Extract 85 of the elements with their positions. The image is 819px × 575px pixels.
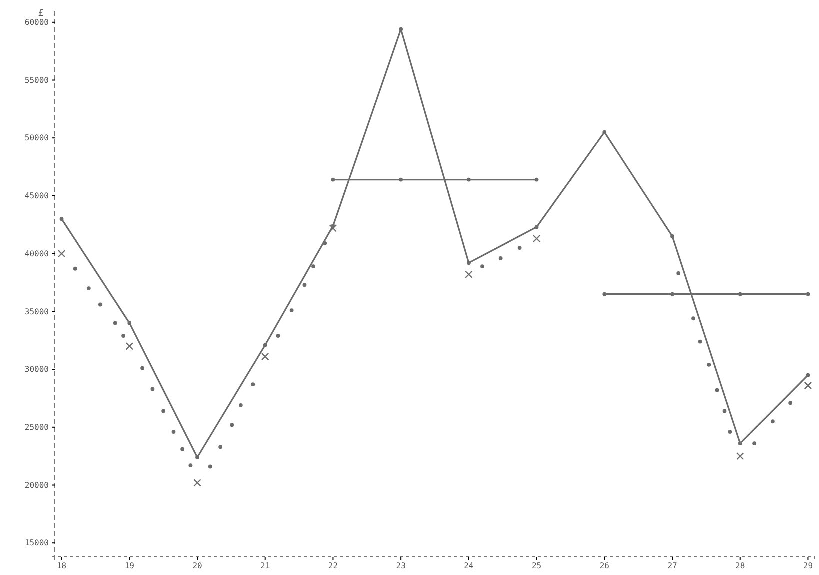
point [58, 250, 66, 258]
point [466, 261, 471, 266]
y-tick-label: 45000 [24, 192, 50, 201]
point [302, 283, 307, 288]
point [113, 321, 118, 326]
point [150, 387, 155, 392]
point [251, 382, 256, 387]
point [399, 178, 404, 182]
point [60, 217, 64, 222]
point [290, 308, 294, 312]
y-tick-label: 55000 [24, 76, 50, 85]
y-tick-label: 50000 [24, 134, 50, 143]
point [532, 234, 541, 243]
point [126, 342, 134, 350]
point [140, 366, 144, 370]
point [188, 464, 193, 468]
point [263, 343, 268, 348]
point [312, 264, 316, 269]
x-tick-label: 23 [396, 562, 406, 571]
y-tick-label: 15000 [24, 538, 50, 548]
point [122, 334, 126, 338]
point [73, 266, 78, 271]
y-axis-title: £ [38, 9, 44, 19]
point [788, 401, 793, 406]
y-tick-label: 60000 [24, 18, 50, 27]
point [480, 264, 484, 269]
x-tick-label: 20 [192, 562, 202, 571]
point [692, 316, 696, 321]
point [728, 430, 732, 434]
y-tick-label: 20000 [24, 480, 50, 490]
point [534, 225, 539, 230]
point [230, 423, 234, 428]
point [670, 234, 674, 238]
point [323, 241, 328, 246]
point [86, 286, 91, 290]
x-tick-label: 27 [668, 562, 678, 571]
point [806, 373, 810, 378]
point [331, 178, 336, 182]
point [752, 442, 757, 446]
point [676, 272, 681, 276]
y-tick-label: 35000 [24, 307, 50, 316]
point [218, 445, 223, 450]
point [670, 292, 674, 296]
x-tick-label: 22 [328, 562, 338, 571]
x-tick-label: 19 [124, 562, 135, 571]
point [498, 256, 503, 260]
point [172, 430, 176, 434]
point [128, 321, 132, 326]
point [194, 479, 202, 487]
point [261, 352, 270, 361]
point [276, 334, 280, 338]
point [196, 456, 200, 460]
y-tick-label: 30000 [24, 365, 50, 374]
point [238, 403, 243, 408]
point [715, 388, 720, 392]
point [602, 130, 607, 134]
point [770, 420, 775, 424]
point [208, 464, 212, 469]
point [602, 292, 607, 296]
x-tick-label: 25 [532, 562, 542, 571]
x-tick-label: 29 [803, 562, 814, 571]
point [534, 178, 539, 182]
point [466, 178, 471, 182]
x-tick-label: 28 [736, 562, 746, 571]
point [180, 447, 185, 452]
y-tick-label: 40000 [24, 249, 50, 258]
point [722, 409, 727, 414]
point [707, 362, 712, 367]
point [518, 246, 522, 250]
point [806, 292, 810, 296]
point [738, 292, 742, 296]
x-tick-label: 21 [260, 562, 270, 571]
point [698, 340, 702, 344]
point [804, 382, 812, 390]
point [98, 302, 102, 307]
x-tick-label: 26 [600, 562, 610, 571]
x-tick-label: 24 [464, 562, 474, 571]
point [399, 27, 404, 32]
y-tick-label: 25000 [24, 422, 50, 432]
point [736, 452, 744, 460]
point [162, 409, 166, 414]
point [738, 442, 742, 446]
point [465, 270, 473, 279]
point [329, 224, 338, 232]
x-tick-label: 18 [56, 562, 67, 571]
